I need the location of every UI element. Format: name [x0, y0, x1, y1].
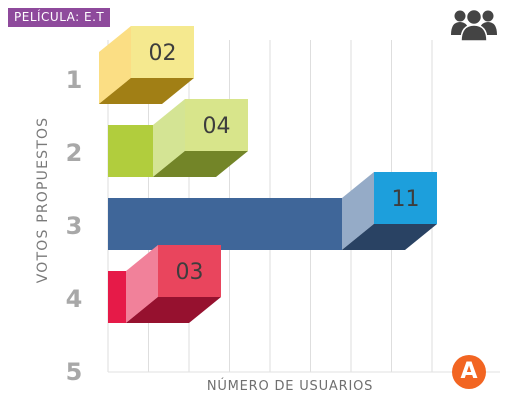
movie-tag: PELÍCULA: E.T — [8, 8, 111, 27]
value-label-box — [185, 99, 248, 151]
section-badge-label: A — [460, 359, 478, 384]
data-label: 04 — [203, 114, 231, 139]
data-label: 02 — [149, 41, 177, 66]
data-label: 03 — [176, 260, 204, 285]
bar — [108, 198, 342, 250]
label-box-bottom — [342, 224, 437, 250]
category-label: 1 — [66, 66, 83, 94]
category-label: 4 — [66, 285, 83, 313]
category-label: 3 — [66, 212, 83, 240]
label-box-bottom — [153, 151, 248, 177]
bar — [108, 271, 126, 323]
category-label: 5 — [66, 358, 83, 386]
label-box-bottom — [126, 297, 221, 323]
label-box-bottom — [99, 78, 194, 104]
category-label: 2 — [66, 139, 83, 167]
bar — [108, 125, 153, 177]
movie-tag-label: PELÍCULA: E.T — [14, 10, 105, 24]
users-icon — [451, 8, 497, 41]
data-label: 11 — [392, 187, 420, 212]
value-label-box — [131, 26, 194, 78]
value-label-box — [374, 172, 437, 224]
section-badge: A — [452, 355, 486, 389]
value-label-box — [158, 245, 221, 297]
x-axis-label: NÚMERO DE USUARIOS — [206, 379, 374, 394]
